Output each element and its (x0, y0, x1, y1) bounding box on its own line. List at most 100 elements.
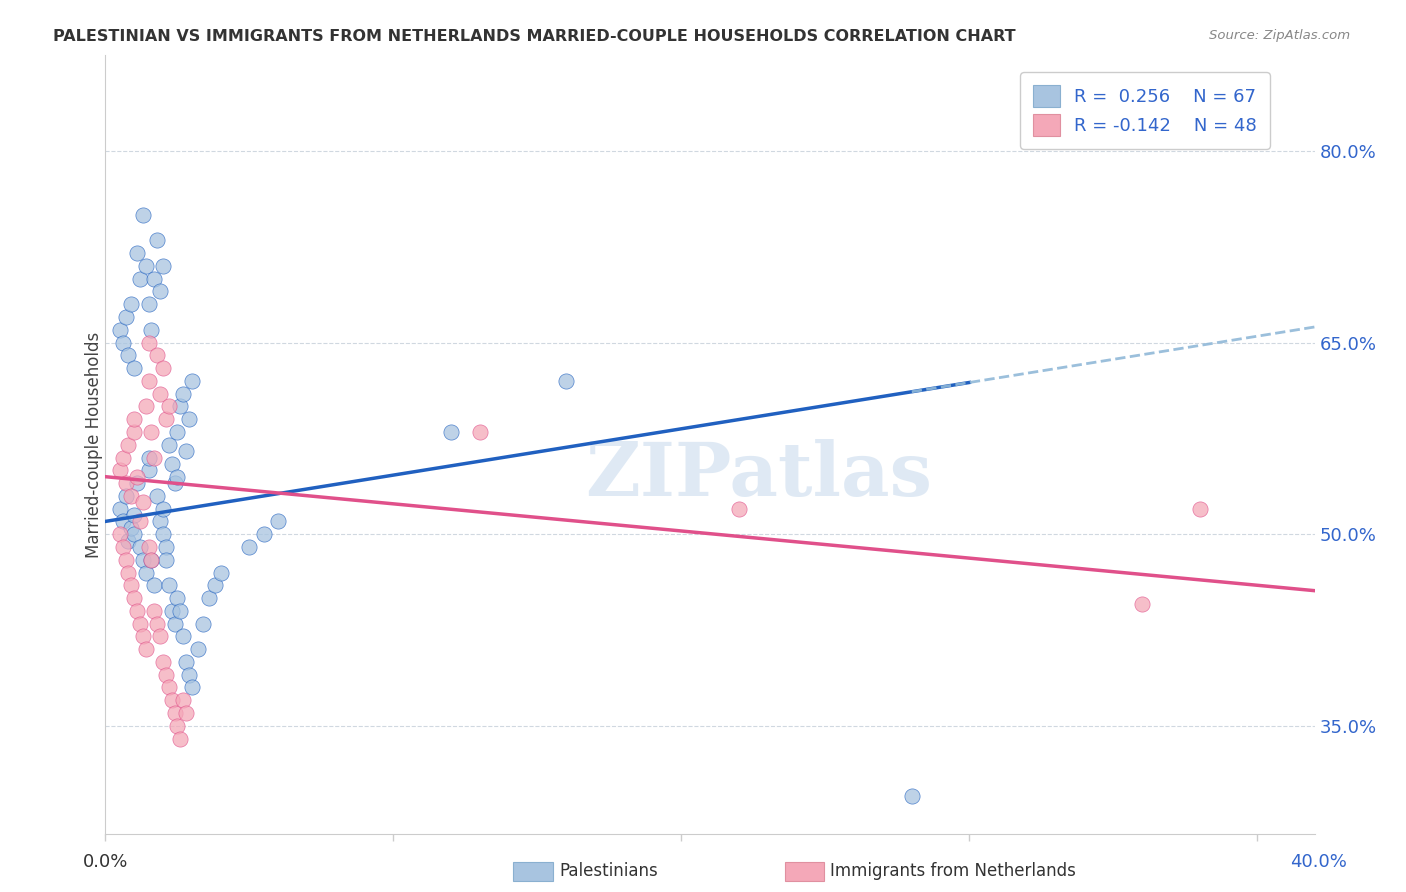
Point (152, 501, 174, 516)
Point (157, 438, 180, 452)
Point (146, 489, 169, 503)
Point (146, 616, 169, 631)
Point (111, 450, 134, 465)
Point (157, 578, 180, 592)
Point (114, 476, 136, 491)
Point (120, 578, 142, 592)
Point (135, 566, 157, 580)
Point (132, 208, 155, 222)
Point (174, 655, 197, 669)
Point (122, 361, 145, 376)
Point (152, 527, 174, 541)
Point (138, 297, 160, 311)
Point (267, 515, 290, 529)
Point (138, 335, 160, 350)
Point (728, 501, 751, 516)
Point (152, 259, 174, 273)
Legend: R =  0.256    N = 67, R = -0.142    N = 48: R = 0.256 N = 67, R = -0.142 N = 48 (1021, 72, 1270, 148)
Point (111, 540, 134, 554)
Point (127, 246, 149, 260)
Point (149, 386, 172, 401)
Point (149, 629, 172, 643)
Point (143, 578, 166, 592)
Point (900, 789, 922, 803)
Point (122, 508, 145, 522)
Point (122, 425, 145, 439)
Point (440, 425, 463, 439)
Point (180, 374, 202, 388)
Point (129, 616, 152, 631)
Point (127, 469, 149, 483)
Point (114, 310, 136, 324)
Point (135, 400, 157, 414)
Point (160, 457, 183, 471)
Point (108, 501, 131, 516)
Text: Source: ZipAtlas.com: Source: ZipAtlas.com (1209, 29, 1350, 42)
Point (177, 667, 200, 681)
Point (117, 533, 139, 548)
Point (108, 463, 131, 477)
Point (155, 552, 177, 566)
Point (117, 348, 139, 362)
Point (141, 323, 163, 337)
Point (152, 655, 174, 669)
Point (169, 731, 191, 746)
Text: 40.0%: 40.0% (1291, 853, 1347, 871)
Point (129, 515, 152, 529)
Point (129, 271, 152, 285)
Point (180, 681, 202, 695)
Point (108, 323, 131, 337)
Point (138, 374, 160, 388)
Point (122, 527, 145, 541)
Point (141, 552, 163, 566)
Point (129, 540, 152, 554)
Point (253, 527, 276, 541)
Point (166, 591, 188, 605)
Point (209, 566, 232, 580)
Point (155, 667, 177, 681)
Point (114, 552, 136, 566)
Point (120, 489, 142, 503)
Point (135, 642, 157, 657)
Point (157, 681, 180, 695)
Point (122, 412, 145, 426)
Point (120, 521, 142, 535)
Point (198, 591, 221, 605)
Point (155, 540, 177, 554)
Point (127, 476, 149, 491)
Point (160, 693, 183, 707)
Point (120, 297, 142, 311)
Text: ZIPatlas: ZIPatlas (585, 440, 932, 512)
Point (160, 604, 183, 618)
Point (177, 412, 200, 426)
Point (149, 515, 172, 529)
Point (141, 425, 163, 439)
Point (127, 604, 149, 618)
Point (135, 259, 157, 273)
Point (111, 335, 134, 350)
Point (1188, 501, 1211, 516)
Point (155, 412, 177, 426)
Point (143, 271, 166, 285)
Point (204, 578, 226, 592)
Text: PALESTINIAN VS IMMIGRANTS FROM NETHERLANDS MARRIED-COUPLE HOUSEHOLDS CORRELATION: PALESTINIAN VS IMMIGRANTS FROM NETHERLAN… (53, 29, 1017, 44)
Point (141, 552, 163, 566)
Point (138, 450, 160, 465)
Point (238, 540, 260, 554)
Point (114, 489, 136, 503)
Point (152, 361, 174, 376)
Point (143, 604, 166, 618)
Point (166, 425, 188, 439)
Point (122, 591, 145, 605)
Point (174, 444, 197, 458)
Point (172, 693, 194, 707)
Point (143, 450, 166, 465)
Point (132, 552, 155, 566)
Point (111, 515, 134, 529)
Point (146, 348, 169, 362)
Point (187, 642, 209, 657)
Y-axis label: Married-couple Households: Married-couple Households (86, 332, 103, 558)
Point (169, 400, 191, 414)
Point (166, 719, 188, 733)
Point (193, 616, 215, 631)
